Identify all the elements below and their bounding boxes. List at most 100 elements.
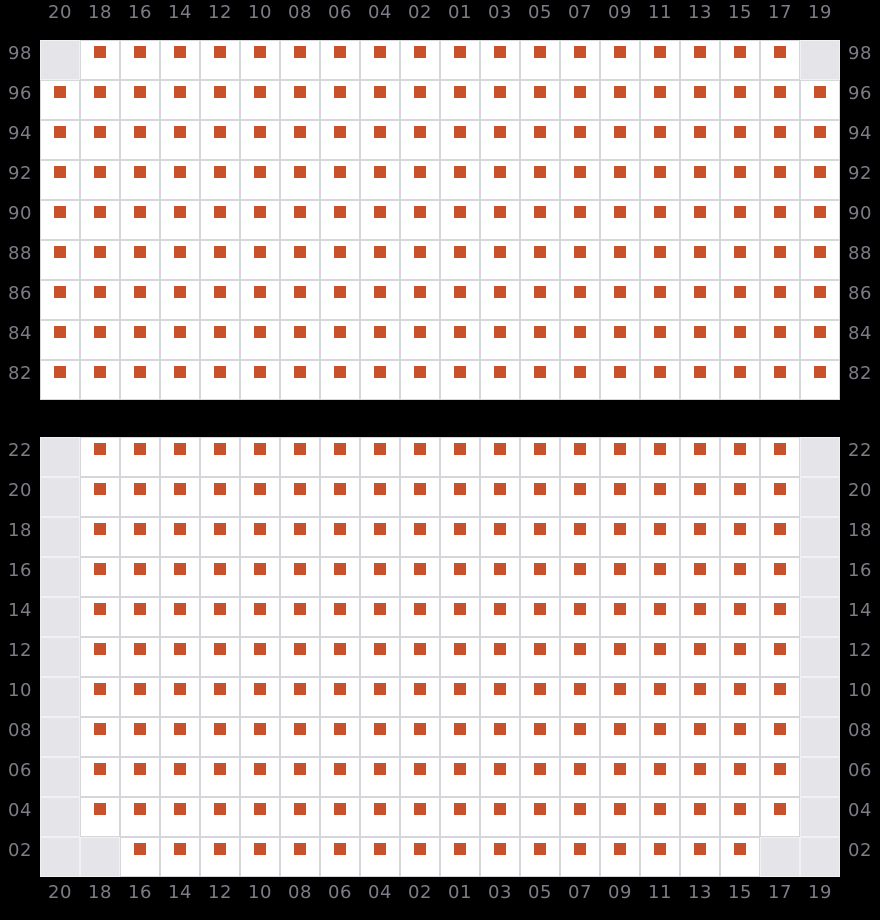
grid-cell-row14-col13[interactable] <box>680 597 720 637</box>
grid-cell-row98-col01[interactable] <box>440 40 480 80</box>
grid-cell-row84-col02[interactable] <box>400 320 440 360</box>
grid-cell-row14-col11[interactable] <box>640 597 680 637</box>
grid-cell-row02-col07[interactable] <box>560 837 600 877</box>
grid-cell-row22-col04[interactable] <box>360 437 400 477</box>
grid-cell-row16-col15[interactable] <box>720 557 760 597</box>
grid-cell-row90-col04[interactable] <box>360 200 400 240</box>
grid-cell-row20-col13[interactable] <box>680 477 720 517</box>
grid-cell-row04-col18[interactable] <box>80 797 120 837</box>
grid-cell-row18-col14[interactable] <box>160 517 200 557</box>
grid-cell-row94-col20[interactable] <box>40 120 80 160</box>
grid-cell-row06-col11[interactable] <box>640 757 680 797</box>
grid-cell-row94-col17[interactable] <box>760 120 800 160</box>
grid-cell-row86-col18[interactable] <box>80 280 120 320</box>
grid-cell-row06-col08[interactable] <box>280 757 320 797</box>
grid-cell-row16-col04[interactable] <box>360 557 400 597</box>
grid-cell-row96-col20[interactable] <box>40 80 80 120</box>
grid-cell-row82-col11[interactable] <box>640 360 680 400</box>
grid-cell-row88-col15[interactable] <box>720 240 760 280</box>
grid-cell-row22-col13[interactable] <box>680 437 720 477</box>
grid-cell-row12-col13[interactable] <box>680 637 720 677</box>
grid-cell-row90-col19[interactable] <box>800 200 840 240</box>
grid-cell-row12-col03[interactable] <box>480 637 520 677</box>
grid-cell-row96-col10[interactable] <box>240 80 280 120</box>
grid-cell-row14-col09[interactable] <box>600 597 640 637</box>
grid-cell-row82-col07[interactable] <box>560 360 600 400</box>
grid-cell-row82-col10[interactable] <box>240 360 280 400</box>
grid-cell-row94-col03[interactable] <box>480 120 520 160</box>
grid-cell-row22-col11[interactable] <box>640 437 680 477</box>
grid-cell-row86-col03[interactable] <box>480 280 520 320</box>
grid-cell-row02-col18[interactable] <box>80 837 120 877</box>
grid-cell-row12-col19[interactable] <box>800 637 840 677</box>
grid-cell-row02-col17[interactable] <box>760 837 800 877</box>
grid-cell-row22-col08[interactable] <box>280 437 320 477</box>
grid-cell-row86-col02[interactable] <box>400 280 440 320</box>
grid-cell-row94-col16[interactable] <box>120 120 160 160</box>
grid-cell-row06-col02[interactable] <box>400 757 440 797</box>
grid-cell-row14-col16[interactable] <box>120 597 160 637</box>
grid-cell-row12-col18[interactable] <box>80 637 120 677</box>
grid-cell-row84-col04[interactable] <box>360 320 400 360</box>
grid-cell-row16-col14[interactable] <box>160 557 200 597</box>
grid-cell-row96-col16[interactable] <box>120 80 160 120</box>
grid-cell-row92-col08[interactable] <box>280 160 320 200</box>
grid-cell-row84-col03[interactable] <box>480 320 520 360</box>
grid-cell-row90-col12[interactable] <box>200 200 240 240</box>
grid-cell-row22-col16[interactable] <box>120 437 160 477</box>
grid-cell-row96-col17[interactable] <box>760 80 800 120</box>
grid-cell-row20-col11[interactable] <box>640 477 680 517</box>
grid-cell-row04-col15[interactable] <box>720 797 760 837</box>
grid-cell-row82-col05[interactable] <box>520 360 560 400</box>
grid-cell-row14-col12[interactable] <box>200 597 240 637</box>
grid-cell-row82-col12[interactable] <box>200 360 240 400</box>
grid-cell-row02-col01[interactable] <box>440 837 480 877</box>
grid-cell-row16-col08[interactable] <box>280 557 320 597</box>
grid-cell-row82-col18[interactable] <box>80 360 120 400</box>
grid-cell-row12-col11[interactable] <box>640 637 680 677</box>
grid-cell-row14-col17[interactable] <box>760 597 800 637</box>
grid-cell-row08-col07[interactable] <box>560 717 600 757</box>
grid-cell-row04-col11[interactable] <box>640 797 680 837</box>
grid-cell-row04-col14[interactable] <box>160 797 200 837</box>
grid-cell-row14-col10[interactable] <box>240 597 280 637</box>
grid-cell-row12-col07[interactable] <box>560 637 600 677</box>
grid-cell-row88-col02[interactable] <box>400 240 440 280</box>
grid-cell-row82-col04[interactable] <box>360 360 400 400</box>
grid-cell-row20-col07[interactable] <box>560 477 600 517</box>
grid-cell-row16-col03[interactable] <box>480 557 520 597</box>
grid-cell-row20-col15[interactable] <box>720 477 760 517</box>
grid-cell-row92-col07[interactable] <box>560 160 600 200</box>
grid-cell-row18-col09[interactable] <box>600 517 640 557</box>
grid-cell-row92-col14[interactable] <box>160 160 200 200</box>
grid-cell-row12-col08[interactable] <box>280 637 320 677</box>
grid-cell-row18-col17[interactable] <box>760 517 800 557</box>
grid-cell-row18-col01[interactable] <box>440 517 480 557</box>
grid-cell-row94-col15[interactable] <box>720 120 760 160</box>
grid-cell-row86-col06[interactable] <box>320 280 360 320</box>
grid-cell-row20-col09[interactable] <box>600 477 640 517</box>
grid-cell-row82-col06[interactable] <box>320 360 360 400</box>
grid-cell-row92-col10[interactable] <box>240 160 280 200</box>
grid-cell-row88-col09[interactable] <box>600 240 640 280</box>
grid-cell-row06-col20[interactable] <box>40 757 80 797</box>
grid-cell-row08-col04[interactable] <box>360 717 400 757</box>
grid-cell-row92-col05[interactable] <box>520 160 560 200</box>
grid-cell-row20-col06[interactable] <box>320 477 360 517</box>
grid-cell-row02-col06[interactable] <box>320 837 360 877</box>
grid-cell-row98-col16[interactable] <box>120 40 160 80</box>
grid-cell-row18-col16[interactable] <box>120 517 160 557</box>
grid-cell-row08-col16[interactable] <box>120 717 160 757</box>
grid-cell-row12-col12[interactable] <box>200 637 240 677</box>
grid-cell-row20-col01[interactable] <box>440 477 480 517</box>
grid-cell-row16-col02[interactable] <box>400 557 440 597</box>
grid-cell-row84-col05[interactable] <box>520 320 560 360</box>
grid-cell-row88-col06[interactable] <box>320 240 360 280</box>
grid-cell-row84-col11[interactable] <box>640 320 680 360</box>
grid-cell-row88-col03[interactable] <box>480 240 520 280</box>
grid-cell-row92-col20[interactable] <box>40 160 80 200</box>
grid-cell-row18-col13[interactable] <box>680 517 720 557</box>
grid-cell-row94-col08[interactable] <box>280 120 320 160</box>
grid-cell-row88-col10[interactable] <box>240 240 280 280</box>
grid-cell-row02-col20[interactable] <box>40 837 80 877</box>
